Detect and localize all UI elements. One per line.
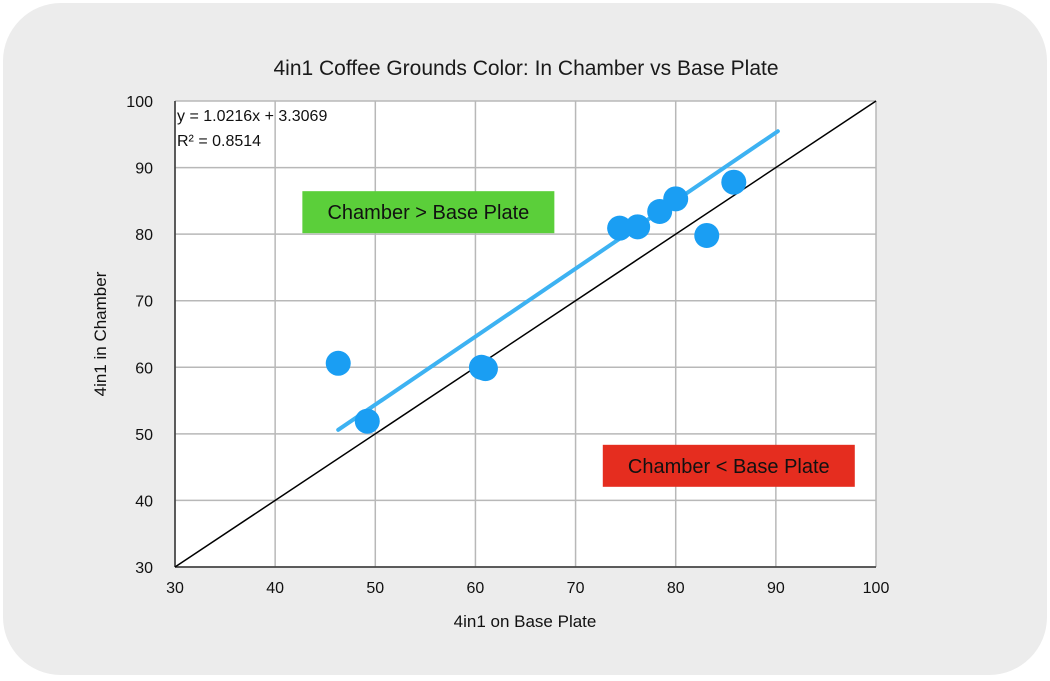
annotation-box-above: [302, 191, 555, 234]
reference-line: [174, 100, 877, 568]
y-tick-label: 60: [135, 360, 153, 377]
data-point: [721, 169, 747, 195]
y-tick-label: 70: [135, 294, 153, 311]
x-tick-label: 80: [667, 580, 685, 597]
data-point: [694, 222, 720, 248]
chart-title: 4in1 Coffee Grounds Color: In Chamber vs…: [273, 57, 778, 80]
y-tick-label: 40: [135, 493, 153, 510]
x-tick-label: 70: [567, 580, 585, 597]
data-point: [625, 214, 651, 240]
x-tick-label: 50: [366, 580, 384, 597]
trendline-equation: y = 1.0216x + 3.3069: [177, 108, 327, 125]
y-tick-label: 100: [126, 94, 153, 111]
data-point: [607, 215, 633, 241]
data-point: [325, 350, 351, 376]
y-tick-label: 90: [135, 161, 153, 178]
chart-card: 4in1 Coffee Grounds Color: In Chamber vs…: [3, 3, 1047, 675]
x-tick-label: 100: [863, 580, 890, 597]
data-point: [472, 356, 498, 382]
y-tick-label: 30: [135, 560, 153, 577]
data-point: [354, 408, 380, 434]
x-axis-label: 4in1 on Base Plate: [454, 612, 597, 631]
x-tick-label: 30: [166, 580, 184, 597]
annotation-box-below: [602, 444, 855, 487]
y-axis-label: 4in1 in Chamber: [91, 271, 110, 396]
x-tick-label: 60: [467, 580, 485, 597]
annotation-label-above: Chamber > Base Plate: [327, 202, 529, 224]
trendline-r-squared: R² = 0.8514: [177, 133, 261, 150]
y-tick-label: 50: [135, 427, 153, 444]
data-point: [663, 186, 689, 212]
scatter-chart: 4in1 Coffee Grounds Color: In Chamber vs…: [91, 57, 890, 631]
x-tick-label: 90: [767, 580, 785, 597]
x-tick-label: 40: [266, 580, 284, 597]
y-tick-label: 80: [135, 227, 153, 244]
trendline: [336, 129, 780, 432]
annotation-label-below: Chamber < Base Plate: [628, 456, 830, 478]
